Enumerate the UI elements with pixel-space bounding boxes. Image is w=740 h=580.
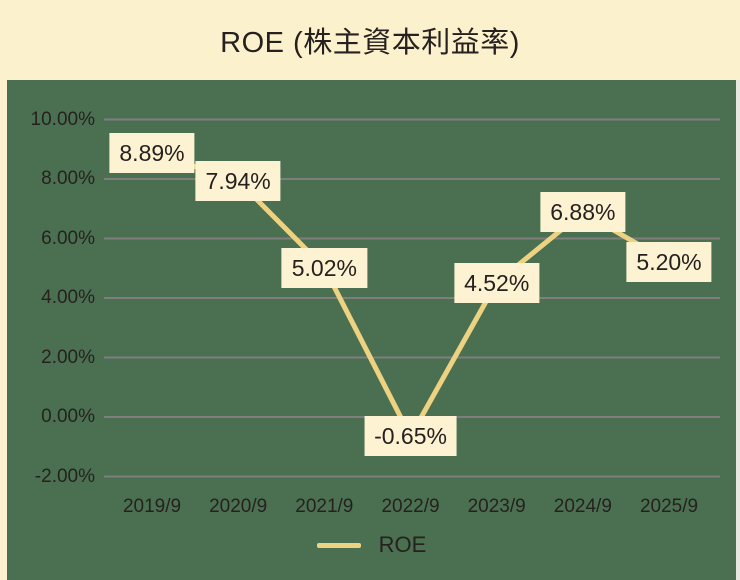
y-tick-label: 10.00% xyxy=(30,108,95,130)
right-edge-strip xyxy=(736,80,740,580)
x-tick-label: 2021/9 xyxy=(295,496,354,517)
y-tick-label: -2.00% xyxy=(34,465,95,487)
y-tick-label: 8.00% xyxy=(41,168,95,189)
y-tick-label: 0.00% xyxy=(41,406,95,427)
x-tick-label: 2022/9 xyxy=(381,496,440,517)
legend: ROE xyxy=(7,530,736,560)
legend-line-swatch xyxy=(316,542,361,548)
plot-area: 10.00% 8.00% 6.00% 4.00% 2.00% 0.00% -2.00% 20… xyxy=(7,80,736,580)
data-label: 6.88% xyxy=(540,192,626,233)
y-tick-label: 6.00% xyxy=(41,227,95,249)
legend-label: ROE xyxy=(378,532,427,557)
data-label: 4.52% xyxy=(454,262,540,303)
x-tick-label: 2019/9 xyxy=(122,496,182,517)
y-tick-label: 2.00% xyxy=(41,346,95,368)
data-label: -0.65% xyxy=(364,416,457,457)
chart-title: ROE (株主資本利益率) xyxy=(220,27,520,59)
x-tick-label: 2024/9 xyxy=(553,496,612,517)
data-label: 7.94% xyxy=(195,160,281,201)
data-label: 5.02% xyxy=(281,247,367,288)
x-tick-label: 2025/9 xyxy=(639,496,699,517)
data-label: 8.89% xyxy=(109,132,195,173)
data-label: 5.20% xyxy=(626,242,712,283)
x-tick-label: 2020/9 xyxy=(209,496,268,517)
y-tick-label: 4.00% xyxy=(41,287,95,308)
x-tick-label: 2023/9 xyxy=(467,496,526,517)
